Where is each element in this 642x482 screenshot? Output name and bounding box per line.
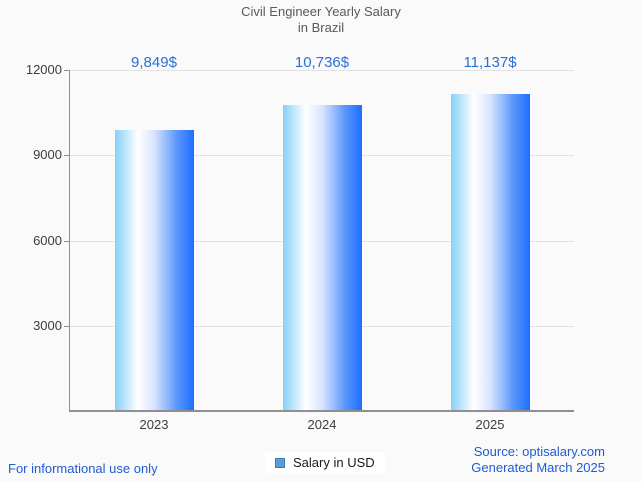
bar-2025 bbox=[451, 94, 530, 410]
source-attribution: Source: optisalary.com Generated March 2… bbox=[471, 444, 605, 476]
y-axis-tick-3000 bbox=[64, 326, 69, 327]
legend: Salary in USD bbox=[265, 452, 385, 473]
source-line: Source: optisalary.com bbox=[473, 444, 605, 459]
chart-title: Civil Engineer Yearly Salary in Brazil bbox=[0, 4, 642, 36]
generated-line: Generated March 2025 bbox=[471, 460, 605, 475]
x-axis-label-2024: 2024 bbox=[307, 417, 337, 432]
gridline-12000 bbox=[69, 70, 574, 71]
legend-marker-icon bbox=[275, 457, 285, 468]
y-axis-tick-6000 bbox=[64, 241, 69, 242]
y-axis-label-6000: 6000 bbox=[33, 233, 62, 248]
bar-2023 bbox=[115, 130, 194, 410]
value-label-2024: 10,736$ bbox=[294, 54, 350, 71]
value-label-2025: 11,137$ bbox=[463, 54, 517, 71]
value-label-2023: 9,849$ bbox=[131, 54, 177, 71]
chart-title-line2: in Brazil bbox=[297, 20, 345, 35]
y-axis-tick-9000 bbox=[64, 155, 69, 156]
bar-2024 bbox=[283, 105, 362, 410]
disclaimer-text: For informational use only bbox=[8, 461, 158, 476]
y-axis-label-9000: 9000 bbox=[33, 147, 62, 162]
chart-title-line1: Civil Engineer Yearly Salary bbox=[241, 4, 401, 19]
y-axis-label-3000: 3000 bbox=[33, 318, 62, 333]
y-axis-line bbox=[69, 70, 70, 412]
y-axis-tick-12000 bbox=[64, 70, 69, 71]
x-axis-label-2023: 2023 bbox=[139, 417, 169, 432]
legend-label: Salary in USD bbox=[293, 455, 375, 470]
x-axis-label-2025: 2025 bbox=[475, 417, 505, 432]
y-axis-label-12000: 12000 bbox=[25, 62, 62, 77]
x-axis-line bbox=[69, 410, 574, 412]
